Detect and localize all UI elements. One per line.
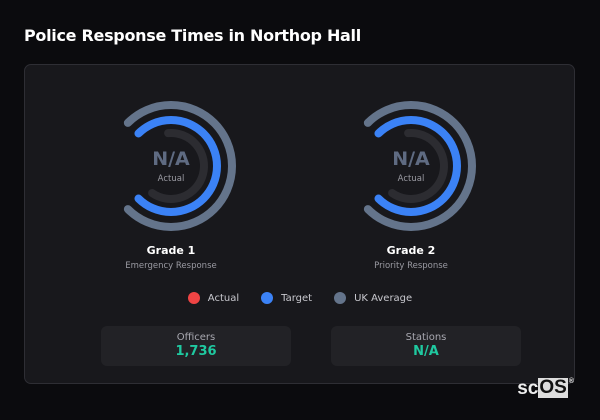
actual-track-ring xyxy=(148,129,208,203)
stat-label: Stations xyxy=(405,332,447,343)
gauge-title: Grade 2 xyxy=(386,244,436,257)
legend-label: Target xyxy=(281,292,313,304)
legend-item-uk-average: UK Average xyxy=(334,292,412,304)
target-ring xyxy=(134,116,221,216)
stat-value: 1,736 xyxy=(175,344,217,359)
legend-label: Actual xyxy=(207,292,240,304)
legend: Actual Target UK Average xyxy=(0,292,600,304)
stat-value: N/A xyxy=(413,344,439,359)
gauge-rings xyxy=(363,101,476,231)
actual-track-ring xyxy=(388,129,448,203)
uk-average-ring xyxy=(123,101,236,231)
gauge-value: N/A xyxy=(152,148,190,170)
gauge-value-label: Actual xyxy=(397,174,425,184)
page-title: Police Response Times in Northop Hall xyxy=(24,26,361,45)
legend-item-actual: Actual xyxy=(187,292,240,304)
gauge-value: N/A xyxy=(392,148,430,170)
gauge-title: Grade 1 xyxy=(146,244,196,257)
stat-stations: Stations N/A xyxy=(331,326,521,366)
legend-dot-icon xyxy=(261,292,274,304)
uk-average-ring xyxy=(363,101,476,231)
gauge-grade-2: N/A Actual xyxy=(341,96,481,236)
gauge-rings xyxy=(123,101,236,231)
legend-dot-icon xyxy=(334,292,347,304)
legend-item-target: Target xyxy=(261,292,312,304)
target-ring xyxy=(374,116,461,216)
legend-label: UK Average xyxy=(354,292,413,304)
gauge-value-label: Actual xyxy=(157,174,185,184)
stat-officers: Officers 1,736 xyxy=(101,326,291,366)
gauge-grade-1: N/A Actual xyxy=(101,96,241,236)
scos-logo: sc OS ® xyxy=(517,377,574,400)
stat-label: Officers xyxy=(176,332,216,343)
gauge-description: Emergency Response xyxy=(125,261,217,271)
gauge-description: Priority Response xyxy=(374,261,448,271)
legend-dot-icon xyxy=(187,292,200,304)
